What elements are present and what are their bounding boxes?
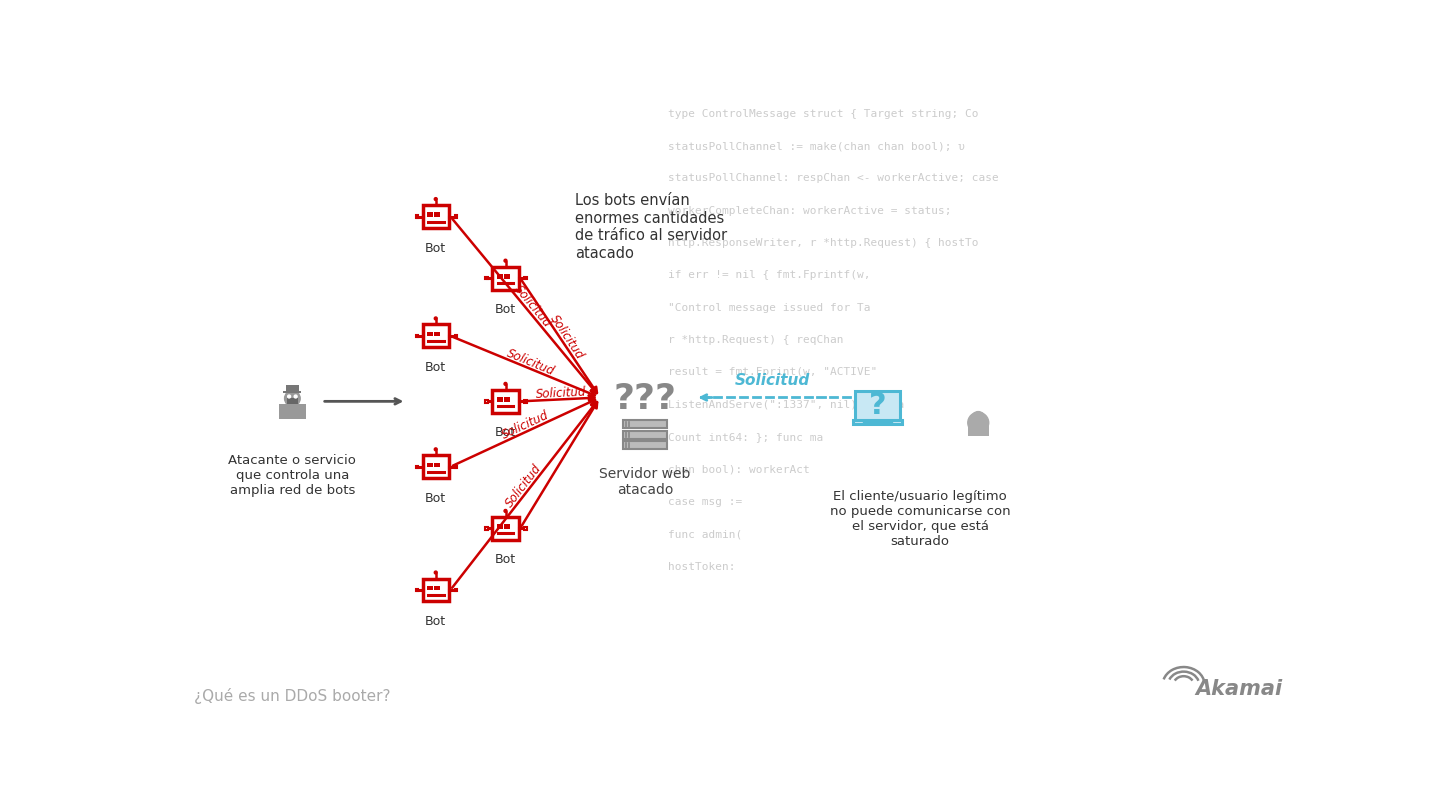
Text: hostToken:: hostToken: (668, 561, 736, 572)
Text: workerCompleteChan: workerActive = status;: workerCompleteChan: workerActive = statu… (668, 206, 952, 215)
FancyBboxPatch shape (278, 403, 307, 419)
Circle shape (435, 448, 438, 451)
FancyBboxPatch shape (524, 527, 527, 530)
Text: Solicitud: Solicitud (511, 283, 554, 330)
FancyBboxPatch shape (524, 277, 527, 279)
FancyBboxPatch shape (852, 420, 903, 424)
Text: ¿Qué es un DDoS booter?: ¿Qué es un DDoS booter? (194, 688, 390, 704)
FancyBboxPatch shape (287, 385, 298, 390)
Text: Bot: Bot (425, 615, 446, 628)
Text: Bot: Bot (495, 553, 516, 566)
Text: if err != nil { fmt.Fprintf(w,: if err != nil { fmt.Fprintf(w, (668, 271, 871, 280)
FancyBboxPatch shape (504, 397, 510, 402)
FancyBboxPatch shape (497, 274, 503, 279)
FancyBboxPatch shape (524, 400, 527, 403)
Text: Los bots envían
enormes cantidades
de tráfico al servidor
atacado: Los bots envían enormes cantidades de tr… (575, 194, 727, 261)
FancyBboxPatch shape (968, 420, 989, 436)
FancyBboxPatch shape (624, 420, 667, 428)
FancyBboxPatch shape (455, 466, 456, 468)
Circle shape (285, 390, 300, 406)
Text: El cliente/usuario legítimo
no puede comunicarse con
el servidor, que está
satur: El cliente/usuario legítimo no puede com… (829, 490, 1011, 548)
FancyBboxPatch shape (288, 401, 297, 406)
FancyBboxPatch shape (492, 390, 518, 413)
FancyBboxPatch shape (416, 466, 418, 468)
FancyBboxPatch shape (485, 527, 488, 530)
FancyBboxPatch shape (428, 332, 433, 336)
FancyBboxPatch shape (435, 586, 441, 590)
Text: func admin(: func admin( (668, 529, 743, 539)
Text: Solicitud: Solicitud (536, 386, 588, 401)
FancyBboxPatch shape (855, 390, 900, 421)
Circle shape (435, 571, 438, 574)
Text: "Control message issued for Ta: "Control message issued for Ta (668, 303, 871, 313)
FancyBboxPatch shape (624, 441, 667, 450)
FancyBboxPatch shape (416, 589, 418, 591)
Circle shape (972, 411, 985, 425)
Circle shape (504, 509, 507, 513)
FancyBboxPatch shape (435, 463, 441, 467)
FancyBboxPatch shape (497, 397, 503, 402)
Circle shape (294, 395, 297, 398)
FancyBboxPatch shape (428, 463, 433, 467)
Text: Bot: Bot (425, 492, 446, 505)
FancyBboxPatch shape (284, 390, 301, 393)
Text: type ControlMessage struct { Target string; Co: type ControlMessage struct { Target stri… (668, 109, 979, 119)
FancyBboxPatch shape (423, 455, 449, 478)
FancyBboxPatch shape (504, 274, 510, 279)
Text: Solicitud: Solicitud (547, 312, 586, 361)
Text: Solicitud: Solicitud (503, 463, 544, 510)
FancyBboxPatch shape (416, 335, 418, 337)
FancyBboxPatch shape (423, 205, 449, 228)
Text: Bot: Bot (425, 361, 446, 374)
Text: Servidor web
atacado: Servidor web atacado (599, 467, 691, 497)
Text: Bot: Bot (495, 303, 516, 316)
Text: Solicitud: Solicitud (500, 408, 552, 441)
FancyBboxPatch shape (485, 277, 488, 279)
Text: result = fmt.Fprint(w, "ACTIVE": result = fmt.Fprint(w, "ACTIVE" (668, 368, 877, 377)
Text: r *http.Request) { reqChan: r *http.Request) { reqChan (668, 335, 844, 345)
FancyBboxPatch shape (423, 325, 449, 347)
FancyBboxPatch shape (504, 524, 510, 529)
Text: Bot: Bot (425, 241, 446, 254)
Circle shape (504, 382, 507, 386)
FancyBboxPatch shape (492, 266, 518, 290)
FancyBboxPatch shape (435, 332, 441, 336)
Text: http.ResponseWriter, r *http.Request) { hostTo: http.ResponseWriter, r *http.Request) { … (668, 238, 979, 248)
Text: statusPollChannel := make(chan chan bool); υ: statusPollChannel := make(chan chan bool… (668, 141, 965, 151)
Circle shape (968, 412, 989, 433)
Text: Atacante o servicio
que controla una
amplia red de bots: Atacante o servicio que controla una amp… (229, 454, 356, 497)
FancyBboxPatch shape (624, 431, 667, 439)
FancyBboxPatch shape (492, 517, 518, 539)
Text: Solicitud: Solicitud (736, 373, 811, 388)
Circle shape (435, 198, 438, 201)
Circle shape (504, 259, 507, 262)
FancyBboxPatch shape (455, 215, 456, 218)
Text: case msg :=: case msg := (668, 497, 743, 507)
FancyBboxPatch shape (497, 524, 503, 529)
Circle shape (288, 395, 291, 398)
FancyBboxPatch shape (435, 212, 441, 217)
Text: Count int64: }; func ma: Count int64: }; func ma (668, 433, 824, 442)
FancyBboxPatch shape (428, 212, 433, 217)
FancyBboxPatch shape (455, 589, 456, 591)
Text: Akamai: Akamai (1195, 679, 1283, 698)
FancyBboxPatch shape (423, 578, 449, 602)
Text: Solicitud: Solicitud (504, 347, 556, 378)
Text: chan bool): workerAct: chan bool): workerAct (668, 464, 809, 475)
Text: ???: ??? (613, 382, 677, 416)
Text: ListenAndServe(":1337", nil)); };pa: ListenAndServe(":1337", nil)); };pa (668, 400, 904, 410)
FancyBboxPatch shape (485, 400, 488, 403)
FancyBboxPatch shape (428, 586, 433, 590)
Text: ?: ? (868, 391, 886, 420)
FancyBboxPatch shape (287, 398, 298, 403)
Circle shape (435, 317, 438, 320)
FancyBboxPatch shape (455, 335, 456, 337)
FancyBboxPatch shape (416, 215, 418, 218)
Text: Bot: Bot (495, 426, 516, 439)
Text: statusPollChannel: respChan <- workerActive; case: statusPollChannel: respChan <- workerAct… (668, 173, 999, 183)
